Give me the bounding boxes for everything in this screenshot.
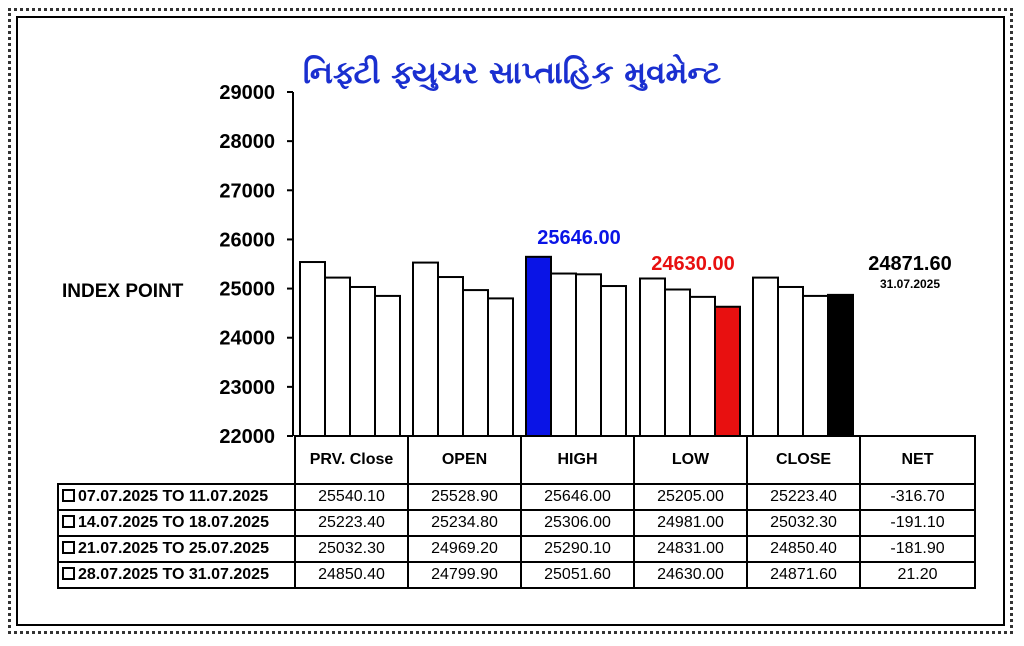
bar-prv-close-week-1 bbox=[299, 261, 326, 437]
outer-dotted-frame bbox=[8, 8, 1013, 634]
bar-high-week-1 bbox=[525, 255, 552, 437]
table-cell: 25223.40 bbox=[746, 483, 861, 511]
legend-square-icon bbox=[62, 567, 75, 581]
bar-high-week-2 bbox=[550, 272, 577, 437]
legend-square-icon bbox=[62, 515, 75, 529]
period-cell: 21.07.2025 TO 25.07.2025 bbox=[57, 535, 296, 563]
table-row: 28.07.2025 TO 31.07.2025 24850.40 24799.90… bbox=[57, 561, 976, 589]
table-cell: -191.10 bbox=[859, 509, 976, 537]
y-tick-label: 22000 bbox=[219, 426, 275, 448]
column-header: HIGH bbox=[520, 435, 635, 485]
table-cell: 24799.90 bbox=[407, 561, 522, 589]
bar-high-week-3 bbox=[575, 273, 602, 438]
y-tick-label: 25000 bbox=[219, 279, 275, 301]
bar-open-week-3 bbox=[462, 289, 489, 437]
table-cell: 25528.90 bbox=[407, 483, 522, 511]
chart-title: નિફ્ટી ફ્યુચર સાપ્તાહિક મુવમેન્ટ bbox=[302, 55, 722, 91]
bar-low-week-1 bbox=[639, 277, 666, 437]
bar-close-week-3 bbox=[802, 294, 829, 437]
bar-close-week-4 bbox=[827, 293, 854, 437]
period-cell: 14.07.2025 TO 18.07.2025 bbox=[57, 509, 296, 537]
y-tick-label: 24000 bbox=[219, 328, 275, 350]
table-cell: 25540.10 bbox=[294, 483, 409, 511]
table-cell: 25205.00 bbox=[633, 483, 748, 511]
table-cell: 25290.10 bbox=[520, 535, 635, 563]
legend-square-icon bbox=[62, 541, 75, 555]
close-value-label: 24871.60 bbox=[868, 253, 951, 275]
period-cell: 28.07.2025 TO 31.07.2025 bbox=[57, 561, 296, 589]
table-cell: -181.90 bbox=[859, 535, 976, 563]
column-header: PRV. Close bbox=[294, 435, 409, 485]
table-cell: 21.20 bbox=[859, 561, 976, 589]
table-header-row: PRV. Close OPEN HIGH LOW CLOSE NET bbox=[58, 435, 976, 485]
table-cell: -316.70 bbox=[859, 483, 976, 511]
close-date-label: 31.07.2025 bbox=[880, 277, 940, 291]
bar-prv-close-week-3 bbox=[349, 285, 376, 437]
table-cell: 25306.00 bbox=[520, 509, 635, 537]
table-row: 14.07.2025 TO 18.07.2025 25223.40 25234.80… bbox=[57, 509, 976, 537]
table-cell: 25646.00 bbox=[520, 483, 635, 511]
table-cell: 24850.40 bbox=[746, 535, 861, 563]
bar-low-week-2 bbox=[664, 288, 691, 438]
table-cell: 24850.40 bbox=[294, 561, 409, 589]
bar-prv-close-week-4 bbox=[374, 294, 401, 437]
column-header: OPEN bbox=[407, 435, 522, 485]
bar-open-week-2 bbox=[437, 276, 464, 437]
table-row: 21.07.2025 TO 25.07.2025 25032.30 24969.20… bbox=[57, 535, 976, 563]
inner-frame bbox=[16, 16, 1005, 626]
column-header: CLOSE bbox=[746, 435, 861, 485]
table-cell: 25032.30 bbox=[746, 509, 861, 537]
period-label: 14.07.2025 TO 18.07.2025 bbox=[78, 514, 269, 531]
table-cell: 25032.30 bbox=[294, 535, 409, 563]
data-table: PRV. Close OPEN HIGH LOW CLOSE NET 07.07.2025 … bbox=[57, 435, 976, 589]
bar-close-week-1 bbox=[752, 276, 779, 438]
y-tick-label: 28000 bbox=[219, 131, 275, 153]
period-label: 28.07.2025 TO 31.07.2025 bbox=[78, 566, 269, 583]
low-value-label: 24630.00 bbox=[651, 253, 734, 275]
column-header: NET bbox=[859, 435, 976, 485]
bar-open-week-4 bbox=[487, 297, 514, 437]
bar-prv-close-week-2 bbox=[324, 276, 351, 438]
bar-low-week-4 bbox=[714, 305, 741, 437]
table-corner-blank bbox=[58, 436, 295, 484]
bar-high-week-4 bbox=[600, 285, 627, 437]
table-cell: 25223.40 bbox=[294, 509, 409, 537]
table-cell: 24981.00 bbox=[633, 509, 748, 537]
y-tick-label: 27000 bbox=[219, 180, 275, 202]
y-tick-label: 29000 bbox=[219, 82, 275, 104]
period-label: 07.07.2025 TO 11.07.2025 bbox=[78, 488, 269, 505]
bar-close-week-2 bbox=[777, 285, 804, 437]
table-cell: 25051.60 bbox=[520, 561, 635, 589]
period-cell: 07.07.2025 TO 11.07.2025 bbox=[57, 483, 296, 511]
y-axis-label: INDEX POINT bbox=[62, 281, 184, 302]
table-cell: 25234.80 bbox=[407, 509, 522, 537]
period-label: 21.07.2025 TO 25.07.2025 bbox=[78, 540, 269, 557]
table-cell: 24831.00 bbox=[633, 535, 748, 563]
table-cell: 24630.00 bbox=[633, 561, 748, 589]
bar-open-week-1 bbox=[412, 261, 439, 437]
legend-square-icon bbox=[62, 489, 75, 503]
y-tick-label: 23000 bbox=[219, 377, 275, 399]
column-header: LOW bbox=[633, 435, 748, 485]
y-tick-label: 26000 bbox=[219, 229, 275, 251]
table-row: 07.07.2025 TO 11.07.2025 25540.10 25528.90… bbox=[57, 483, 976, 511]
high-value-label: 25646.00 bbox=[537, 227, 620, 249]
bar-low-week-3 bbox=[689, 295, 716, 437]
table-cell: 24969.20 bbox=[407, 535, 522, 563]
table-cell: 24871.60 bbox=[746, 561, 861, 589]
